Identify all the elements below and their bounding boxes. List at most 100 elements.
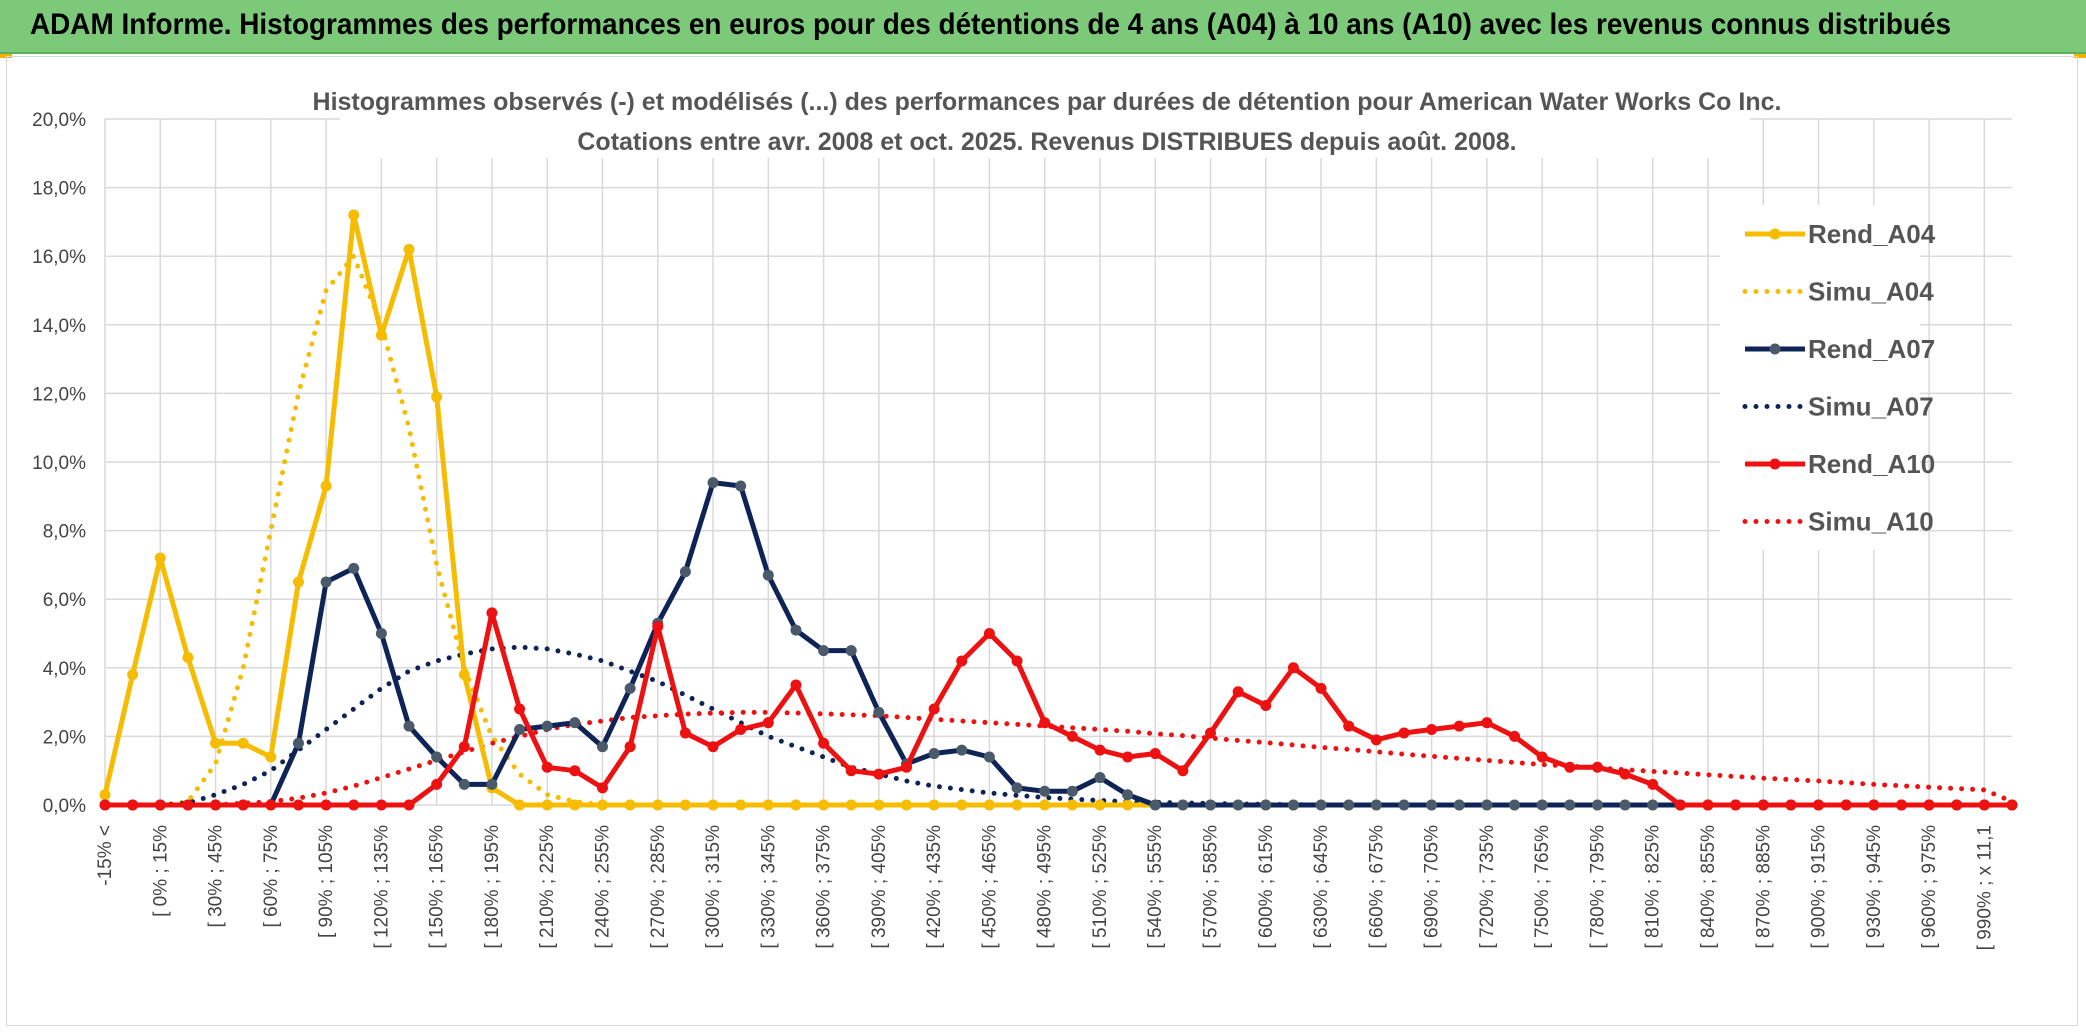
point-rend-a07: [569, 717, 581, 729]
point-rend-a07: [1149, 799, 1161, 811]
point-rend-a10: [596, 782, 608, 794]
point-rend-a10: [154, 799, 166, 811]
point-rend-a07: [790, 624, 802, 636]
point-rend-a10: [735, 724, 747, 736]
x-tick-label: [ 690% ; 705%: [1422, 825, 1443, 949]
legend-label-simu-a04: Simu_A04: [1808, 277, 1934, 307]
point-rend-a07: [1011, 782, 1023, 794]
y-tick-label: 0,0%: [43, 796, 86, 817]
y-tick-label: 2,0%: [43, 727, 86, 748]
point-rend-a04: [127, 669, 139, 681]
legend-label-rend-a04: Rend_A04: [1808, 219, 1936, 249]
point-rend-a04: [292, 576, 304, 588]
x-tick-label: [ 270% ; 285%: [648, 825, 669, 949]
point-rend-a10: [762, 717, 774, 729]
x-tick-label: [ 60% ; 75%: [261, 825, 282, 928]
point-rend-a07: [1066, 785, 1078, 797]
point-rend-a10: [1343, 720, 1355, 732]
x-tick-label: [ 570% ; 585%: [1201, 825, 1222, 949]
point-rend-a07: [541, 720, 553, 732]
x-tick-label: [ 240% ; 255%: [592, 825, 613, 949]
point-rend-a07: [845, 645, 857, 657]
grid-lines: [104, 118, 2012, 806]
point-rend-a04: [514, 799, 526, 811]
point-rend-a10: [99, 799, 111, 811]
point-rend-a10: [1895, 799, 1907, 811]
x-tick-label: [ 990% ; x 11,1: [1974, 825, 1995, 950]
y-tick-label: 10,0%: [32, 453, 86, 474]
point-rend-a04: [375, 329, 387, 341]
legend-background: [1720, 205, 1920, 550]
title-background: [340, 82, 1750, 158]
point-rend-a10: [1564, 761, 1576, 773]
point-rend-a10: [1370, 734, 1382, 746]
legend-label-simu-a07: Simu_A07: [1808, 392, 1934, 422]
point-rend-a10: [679, 727, 691, 739]
y-tick-label: 8,0%: [43, 522, 86, 543]
point-rend-a10: [1149, 748, 1161, 760]
legend: Rend_A04 Simu_A04 Rend_A07 Simu_A07 Rend_A10…: [1742, 219, 1936, 537]
point-rend-a07: [348, 562, 360, 574]
point-rend-a10: [1730, 799, 1742, 811]
y-tick-label: 16,0%: [32, 247, 86, 268]
point-rend-a07: [818, 645, 830, 657]
point-rend-a04: [210, 737, 222, 749]
x-tick-label: [ 150% ; 165%: [427, 825, 448, 949]
point-rend-a10: [1094, 744, 1106, 756]
point-rend-a07: [1370, 799, 1382, 811]
point-rend-a10: [928, 703, 940, 715]
point-rend-a07: [375, 628, 387, 639]
point-rend-a10: [210, 799, 222, 811]
x-tick-label: [ 0% ; 15%: [150, 825, 171, 917]
point-rend-a10: [127, 799, 139, 811]
legend-label-rend-a10: Rend_A10: [1808, 449, 1935, 479]
point-rend-a07: [1343, 799, 1355, 811]
point-rend-a10: [403, 799, 415, 811]
x-tick-label: [ 390% ; 405%: [869, 825, 890, 949]
point-rend-a10: [486, 607, 498, 619]
y-tick-label: 20,0%: [32, 110, 86, 131]
point-rend-a10: [237, 799, 249, 811]
y-tick-label: 4,0%: [43, 659, 86, 680]
legend-marker-rend-a10: [1769, 458, 1781, 470]
point-rend-a04: [154, 552, 166, 564]
point-rend-a10: [2006, 799, 2018, 811]
point-rend-a10: [652, 621, 664, 633]
point-rend-a10: [873, 768, 885, 780]
point-rend-a10: [1315, 682, 1327, 694]
corner-mark: [2074, 54, 2086, 58]
point-rend-a10: [1426, 724, 1438, 736]
point-rend-a10: [624, 741, 636, 753]
point-rend-a10: [1536, 751, 1548, 763]
point-rend-a10: [1509, 730, 1521, 742]
point-rend-a10: [1481, 717, 1493, 729]
point-rend-a04: [707, 799, 719, 811]
point-rend-a10: [1840, 799, 1852, 811]
point-rend-a10: [1232, 686, 1244, 698]
y-axis-ticks: 0,0% 2,0% 4,0% 6,0% 8,0% 10,0% 12,0% 14,0% 16,0%…: [32, 110, 86, 817]
point-rend-a10: [1591, 761, 1603, 773]
point-rend-a10: [1978, 799, 1990, 811]
x-tick-label: [ 120% ; 135%: [371, 825, 392, 949]
point-rend-a07: [514, 724, 526, 736]
point-rend-a04: [1011, 799, 1023, 811]
point-rend-a04: [320, 480, 332, 492]
point-rend-a07: [292, 737, 304, 749]
point-rend-a10: [182, 799, 194, 811]
legend-marker-rend-a04: [1769, 228, 1781, 240]
x-tick-label: [ 720% ; 735%: [1477, 825, 1498, 949]
point-rend-a07: [1398, 799, 1410, 811]
y-tick-label: 12,0%: [32, 384, 86, 405]
point-rend-a04: [541, 799, 553, 811]
point-rend-a07: [707, 477, 719, 489]
point-rend-a10: [569, 765, 581, 777]
x-tick-label: -15% <: [95, 825, 116, 886]
point-rend-a04: [900, 799, 912, 811]
point-rend-a04: [845, 799, 857, 811]
point-rend-a10: [983, 628, 995, 639]
point-rend-a10: [1757, 799, 1769, 811]
point-rend-a10: [1398, 727, 1410, 739]
point-rend-a10: [375, 799, 387, 811]
point-rend-a10: [1868, 799, 1880, 811]
x-tick-label: [ 30% ; 45%: [206, 825, 227, 928]
